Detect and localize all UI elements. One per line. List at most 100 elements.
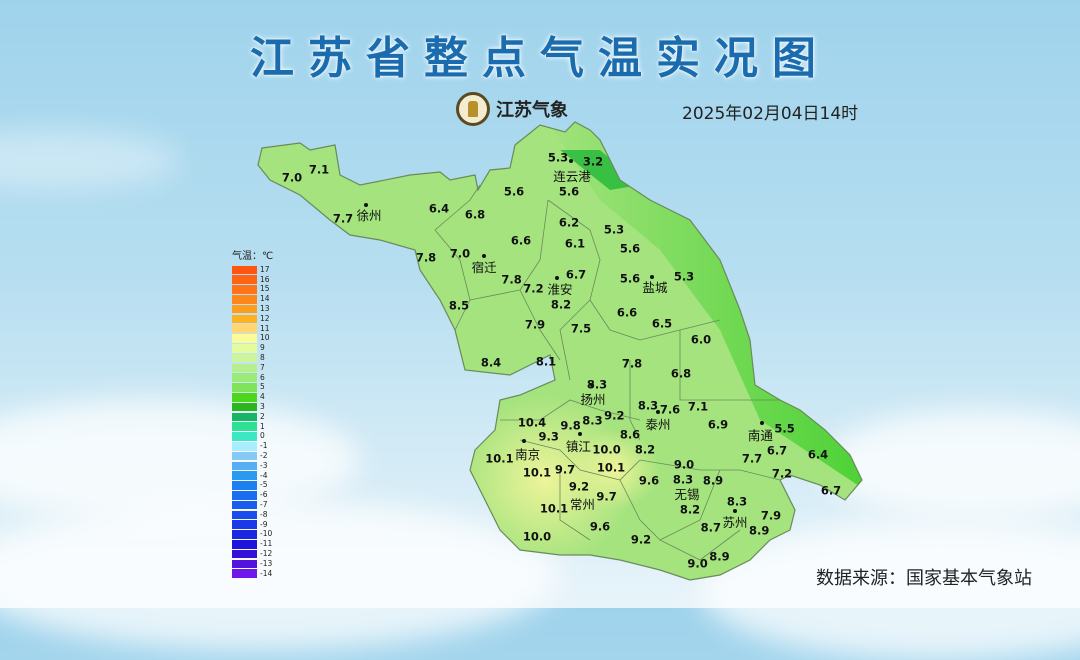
city-border bbox=[434, 229, 471, 331]
station-temperature: 6.7 bbox=[820, 483, 842, 498]
legend-label: 10 bbox=[260, 333, 270, 343]
legend-swatch bbox=[232, 304, 257, 314]
station-temperature: 8.3 bbox=[582, 413, 603, 428]
legend-item: 7 bbox=[232, 363, 273, 373]
legend-swatch bbox=[232, 451, 257, 461]
station-temperature: 8.6 bbox=[619, 427, 641, 442]
city-dot bbox=[364, 203, 368, 207]
legend-label: 3 bbox=[260, 402, 265, 412]
temperature-legend: 气温：℃ 17 16 15 14 13 12 11 10 9 8 7 6 5 4 3 2 1 0 -1 -2 -3 -4-… bbox=[232, 247, 273, 579]
station-temperature: 10.0 bbox=[522, 529, 552, 544]
legend-item: 12 bbox=[232, 314, 273, 324]
city-borders bbox=[434, 184, 781, 561]
central-warm-zone bbox=[570, 430, 660, 510]
station-temperature: 5.6 bbox=[619, 271, 641, 286]
station-temperature: 5.6 bbox=[619, 241, 641, 256]
legend-label: 12 bbox=[260, 313, 270, 323]
legend-label: 6 bbox=[260, 372, 265, 382]
legend-swatch bbox=[232, 559, 257, 569]
city-border bbox=[559, 299, 591, 381]
legend-item: 6 bbox=[232, 373, 273, 383]
station-temperature: 6.0 bbox=[690, 332, 712, 347]
city-label: 扬州 bbox=[580, 391, 606, 407]
station-temperature: 7.2 bbox=[771, 466, 793, 481]
station-temperature: 8.9 bbox=[709, 549, 730, 564]
legend-item: -11 bbox=[232, 539, 273, 549]
legend-item: -5 bbox=[232, 481, 273, 491]
station-temperature: 6.9 bbox=[707, 417, 729, 432]
legend-swatch bbox=[232, 353, 257, 363]
city-border bbox=[609, 319, 721, 341]
city-dot bbox=[522, 439, 526, 443]
city-dot bbox=[569, 159, 573, 163]
legend-swatch bbox=[232, 294, 257, 304]
station-temperature: 8.9 bbox=[749, 523, 770, 538]
legend-label: -11 bbox=[260, 539, 273, 549]
legend-label: -1 bbox=[260, 441, 268, 451]
city-dot bbox=[482, 254, 486, 258]
legend-item: 10 bbox=[232, 334, 273, 344]
legend-label: -6 bbox=[260, 490, 268, 500]
city-border bbox=[500, 399, 641, 421]
city-dot bbox=[733, 509, 737, 513]
city-border bbox=[629, 360, 641, 441]
legend-swatch bbox=[232, 539, 257, 549]
station-temperature: 7.8 bbox=[621, 356, 643, 371]
station-temperature: 6.8 bbox=[464, 207, 486, 222]
legend-item: -13 bbox=[232, 559, 273, 569]
page-title: 江苏省整点气温实况图 bbox=[250, 33, 830, 84]
station-temperature: 9.3 bbox=[538, 429, 559, 444]
legend-label: 0 bbox=[260, 431, 265, 441]
city-label: 南通 bbox=[747, 428, 773, 443]
legend-item: 3 bbox=[232, 402, 273, 412]
city-label: 连云港 bbox=[553, 169, 591, 184]
legend-swatch bbox=[232, 471, 257, 480]
legend-title: 气温：℃ bbox=[232, 251, 274, 262]
station-temperature: 8.3 bbox=[637, 398, 659, 413]
station-temperature: 6.5 bbox=[651, 316, 673, 331]
station-temperature: 7.8 bbox=[501, 272, 522, 287]
data-source: 数据来源：国家基本气象站 bbox=[816, 568, 1032, 589]
station-temperature: 7.7 bbox=[332, 211, 354, 226]
station-temperature: 8.1 bbox=[535, 354, 557, 369]
station-temperature: 6.8 bbox=[670, 366, 692, 381]
station-temperature: 5.6 bbox=[503, 184, 525, 199]
legend-label: 16 bbox=[260, 274, 270, 284]
legend-label: 13 bbox=[260, 304, 270, 314]
station-temperature: 6.6 bbox=[510, 233, 532, 248]
legend-item: 15 bbox=[232, 285, 273, 295]
legend-swatch bbox=[232, 383, 257, 392]
station-temperature: 9.2 bbox=[630, 532, 652, 547]
legend-swatch bbox=[232, 402, 257, 412]
logo: 江苏气象 bbox=[456, 92, 568, 126]
station-temperature: 9.7 bbox=[596, 489, 617, 504]
legend-item: 2 bbox=[232, 412, 273, 422]
legend-swatch bbox=[232, 422, 257, 431]
station-temperature: 9.7 bbox=[554, 462, 576, 477]
legend-swatch bbox=[232, 530, 257, 539]
station-temperature: 5.6 bbox=[558, 184, 580, 199]
legend-swatch bbox=[232, 481, 257, 490]
legend-item: 4 bbox=[232, 392, 273, 402]
legend-item: 14 bbox=[232, 294, 273, 304]
legend-item: 13 bbox=[232, 304, 273, 314]
city-border bbox=[679, 330, 780, 401]
legend-swatch bbox=[232, 285, 257, 294]
station-temperature: 7.1 bbox=[687, 399, 709, 414]
legend-swatch bbox=[232, 334, 257, 343]
station-temperature: 7.2 bbox=[523, 281, 544, 296]
legend-swatch bbox=[232, 569, 257, 578]
logo-text: 江苏气象 bbox=[496, 100, 568, 121]
legend-label: -9 bbox=[260, 519, 268, 529]
legend-label: 4 bbox=[260, 392, 265, 402]
legend-swatch bbox=[232, 549, 257, 559]
legend-item: 8 bbox=[232, 353, 273, 363]
station-temperature: 8.9 bbox=[702, 473, 724, 488]
station-temperature: 6.7 bbox=[565, 267, 587, 282]
station-temperature: 5.5 bbox=[774, 421, 795, 436]
station-temperature: 5.3 bbox=[673, 269, 695, 284]
legend-label: 11 bbox=[260, 323, 270, 333]
legend-label: 1 bbox=[260, 421, 265, 431]
legend-item: -12 bbox=[232, 549, 273, 559]
station-temperature: 8.3 bbox=[726, 494, 748, 509]
